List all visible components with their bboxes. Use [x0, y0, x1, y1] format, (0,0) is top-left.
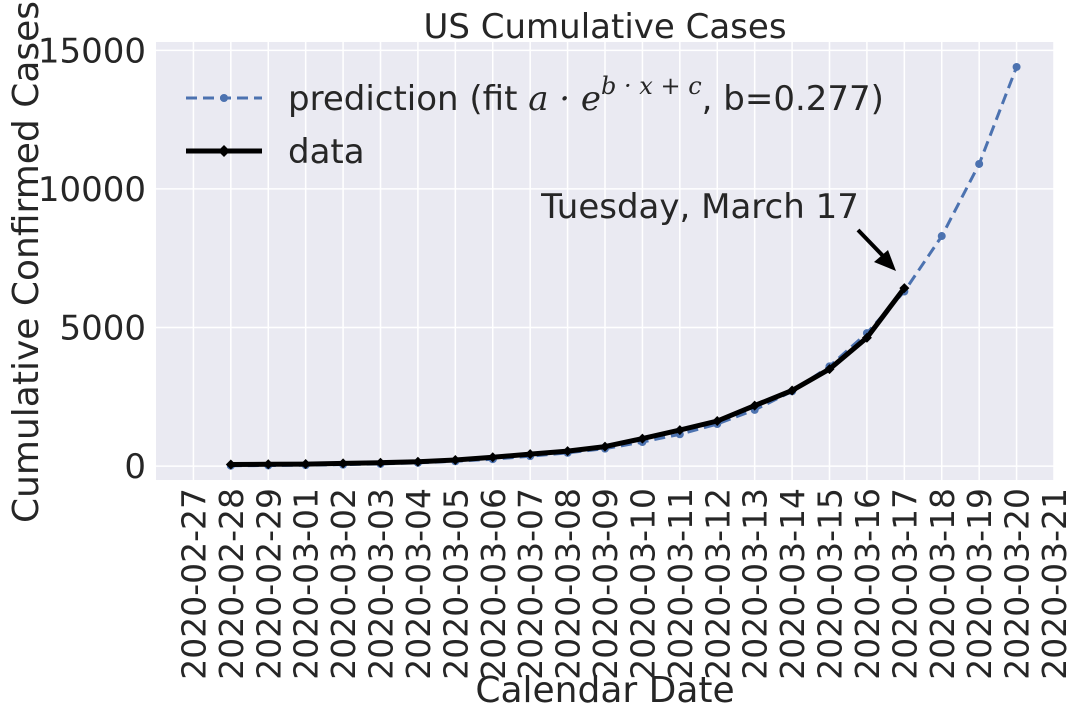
- data-point: [824, 364, 835, 375]
- annotation: Tuesday, March 17: [540, 187, 896, 271]
- data-point: [562, 446, 573, 457]
- legend-data-marker: [218, 145, 230, 157]
- x-tick-label: 2020-03-06: [474, 488, 513, 680]
- ticks: 0500010000150002020-02-272020-02-282020-…: [38, 31, 1074, 679]
- data-point: [787, 385, 798, 396]
- legend-prediction-marker: [220, 94, 228, 102]
- legend-data-label: data: [288, 132, 365, 172]
- x-tick-label: 2020-03-19: [960, 488, 999, 680]
- chart-title: US Cumulative Cases: [423, 7, 786, 47]
- x-tick-label: 2020-03-08: [549, 488, 588, 680]
- prediction-line: [230, 66, 1018, 468]
- prediction-point: [1012, 62, 1021, 71]
- x-tick-label: 2020-03-13: [736, 488, 775, 680]
- x-tick-label: 2020-03-20: [998, 488, 1037, 680]
- data-point: [487, 452, 498, 463]
- data-point: [263, 459, 274, 470]
- x-tick-label: 2020-03-14: [773, 488, 812, 680]
- data-point: [412, 456, 423, 467]
- x-tick-label: 2020-02-29: [249, 488, 288, 680]
- grid: [156, 42, 1055, 480]
- data-point: [899, 283, 910, 294]
- x-tick-label: 2020-03-05: [436, 488, 475, 680]
- data-point: [375, 457, 386, 468]
- x-axis-label: Calendar Date: [475, 670, 734, 711]
- x-tick-label: 2020-03-01: [287, 488, 326, 680]
- data-point: [525, 449, 536, 460]
- data-point: [300, 459, 311, 470]
- x-tick-label: 2020-03-02: [324, 488, 363, 680]
- x-tick-label: 2020-03-21: [1035, 488, 1074, 680]
- data-point: [637, 433, 648, 444]
- data-point: [861, 332, 872, 343]
- y-tick-label: 10000: [38, 170, 146, 210]
- legend: prediction (fit a · eb · x + c, b=0.277)…: [186, 72, 884, 172]
- x-tick-label: 2020-02-27: [174, 488, 213, 680]
- x-tick-label: 2020-03-03: [362, 488, 401, 680]
- x-tick-label: 2020-03-11: [661, 488, 700, 680]
- x-tick-label: 2020-03-15: [811, 488, 850, 680]
- annotation-arrow-shaft: [856, 228, 887, 260]
- annotation-text: Tuesday, March 17: [540, 187, 859, 227]
- data-point: [600, 441, 610, 452]
- data-point: [712, 415, 723, 426]
- y-tick-label: 5000: [59, 309, 146, 349]
- legend-prediction-label: prediction (fit a · eb · x + c, b=0.277): [288, 72, 884, 119]
- data-point: [749, 400, 760, 411]
- y-tick-label: 15000: [38, 31, 146, 71]
- x-tick-label: 2020-03-07: [511, 488, 550, 680]
- x-tick-label: 2020-03-18: [923, 488, 962, 680]
- annotation-arrow-head: [874, 250, 896, 271]
- prediction-point: [937, 232, 946, 241]
- x-tick-label: 2020-02-28: [212, 488, 251, 680]
- x-tick-label: 2020-03-09: [586, 488, 625, 680]
- x-tick-label: 2020-03-17: [885, 488, 924, 680]
- y-axis-label: Cumulative Confirmed Cases: [6, 1, 47, 523]
- legend-prediction-suffix: , b=0.277): [702, 79, 884, 119]
- legend-prediction-math-sup: b · x + c: [601, 72, 702, 100]
- data-point: [225, 459, 236, 470]
- x-tick-label: 2020-03-16: [848, 488, 887, 680]
- x-tick-label: 2020-03-04: [399, 488, 438, 680]
- series-layer: [225, 62, 1021, 470]
- legend-prediction-name: prediction (fit: [288, 79, 528, 119]
- data-point: [338, 458, 349, 469]
- data-point: [674, 425, 685, 436]
- x-tick-label: 2020-03-10: [623, 488, 662, 680]
- x-tick-label: 2020-03-12: [698, 488, 737, 680]
- data-point: [450, 455, 461, 466]
- y-tick-label: 0: [124, 447, 146, 487]
- prediction-point: [975, 159, 984, 168]
- legend-prediction-math: a · e: [528, 79, 601, 119]
